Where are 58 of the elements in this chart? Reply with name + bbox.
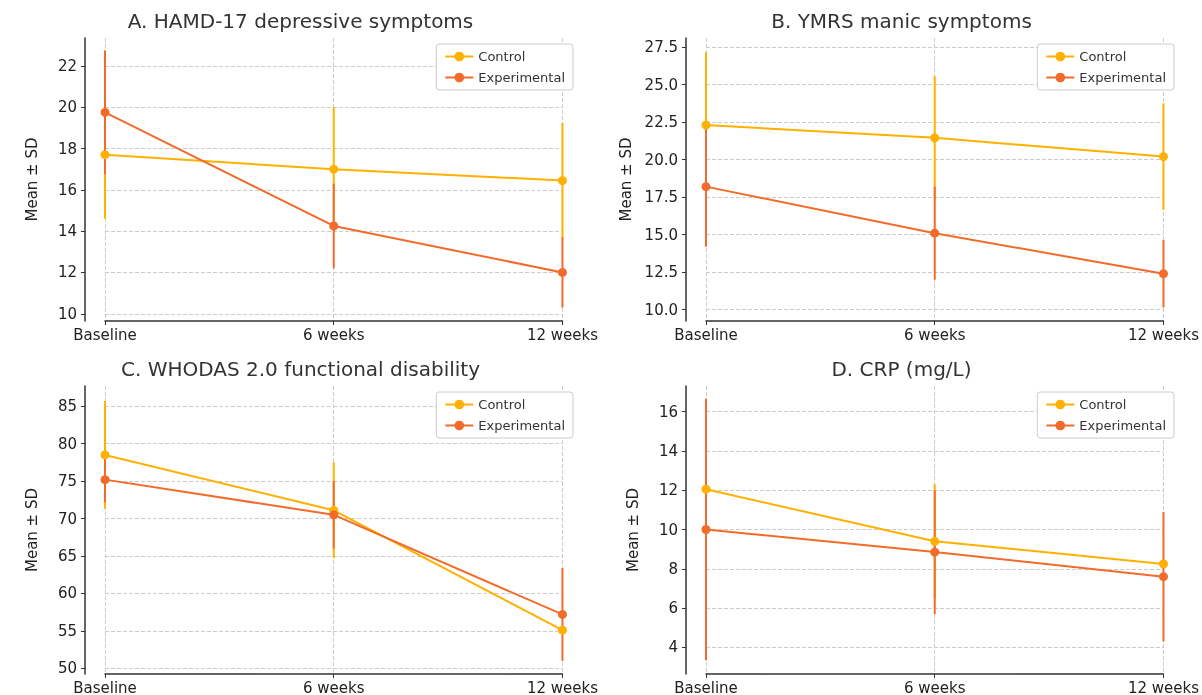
y-tick-label: 14 (57, 222, 77, 241)
y-tick-label: 12 (658, 481, 678, 500)
legend-label: Control (1079, 397, 1127, 412)
chart-title: B. YMRS manic symptoms (771, 9, 1032, 33)
x-tick-label: 12 weeks (1127, 678, 1200, 695)
y-axis-title: Mean ± SD (22, 487, 41, 573)
legend-label: Experimental (478, 418, 566, 433)
chart-title: D. CRP (mg/L) (831, 357, 972, 381)
y-tick-label: 8 (668, 559, 678, 578)
y-tick-label: 85 (57, 397, 77, 416)
y-axis-title: Mean ± SD (623, 487, 642, 573)
x-tick-label: Baseline (674, 325, 738, 344)
y-tick-label: 27.5 (644, 38, 678, 57)
y-tick-label: 10.0 (644, 300, 678, 319)
x-tick-label: 12 weeks (526, 678, 599, 695)
y-tick-label: 18 (57, 139, 77, 158)
y-axis-title: Mean ± SD (617, 137, 636, 222)
x-tick-label: Baseline (674, 678, 738, 695)
y-tick-label: 50 (57, 659, 77, 678)
legend-label: Experimental (478, 70, 566, 85)
y-tick-label: 15.0 (644, 225, 678, 244)
y-tick-label: 22.5 (644, 113, 678, 132)
x-tick-label: 6 weeks (903, 325, 966, 344)
y-tick-label: 16 (57, 180, 77, 199)
y-tick-label: 55 (57, 621, 77, 640)
y-tick-label: 17.5 (644, 188, 678, 207)
legend-label: Experimental (1079, 70, 1167, 85)
x-tick-label: 12 weeks (1127, 325, 1200, 344)
x-tick-label: 12 weeks (526, 325, 599, 344)
y-tick-label: 20.0 (644, 150, 678, 169)
chart-title: C. WHODAS 2.0 functional disability (120, 357, 481, 381)
y-tick-label: 12 (57, 263, 77, 282)
y-tick-label: 6 (668, 599, 678, 618)
y-tick-label: 10 (57, 304, 77, 323)
y-tick-label: 80 (57, 434, 77, 453)
legend-label: Control (478, 397, 526, 412)
y-tick-label: 12.5 (644, 263, 678, 282)
y-tick-label: 25.0 (644, 75, 678, 94)
y-tick-label: 14 (658, 441, 678, 460)
y-tick-label: 16 (658, 402, 678, 421)
y-axis-title: Mean ± SD (22, 137, 41, 222)
chart-title: A. HAMD-17 depressive symptoms (127, 9, 474, 33)
legend-label: Control (478, 49, 526, 64)
y-tick-label: 10 (658, 520, 678, 539)
legend-label: Experimental (1079, 418, 1167, 433)
y-tick-label: 65 (57, 547, 77, 566)
legend-label: Control (1079, 49, 1127, 64)
x-tick-label: 6 weeks (903, 678, 966, 695)
x-tick-label: 6 weeks (302, 678, 365, 695)
y-tick-label: 20 (57, 98, 77, 117)
y-tick-label: 75 (57, 472, 77, 491)
y-tick-label: 60 (57, 584, 77, 603)
y-tick-label: 70 (57, 509, 77, 528)
y-tick-label: 4 (668, 638, 678, 657)
y-tick-label: 22 (57, 56, 77, 75)
x-tick-label: Baseline (73, 325, 137, 344)
x-tick-label: Baseline (73, 678, 137, 695)
x-tick-label: 6 weeks (302, 325, 365, 344)
